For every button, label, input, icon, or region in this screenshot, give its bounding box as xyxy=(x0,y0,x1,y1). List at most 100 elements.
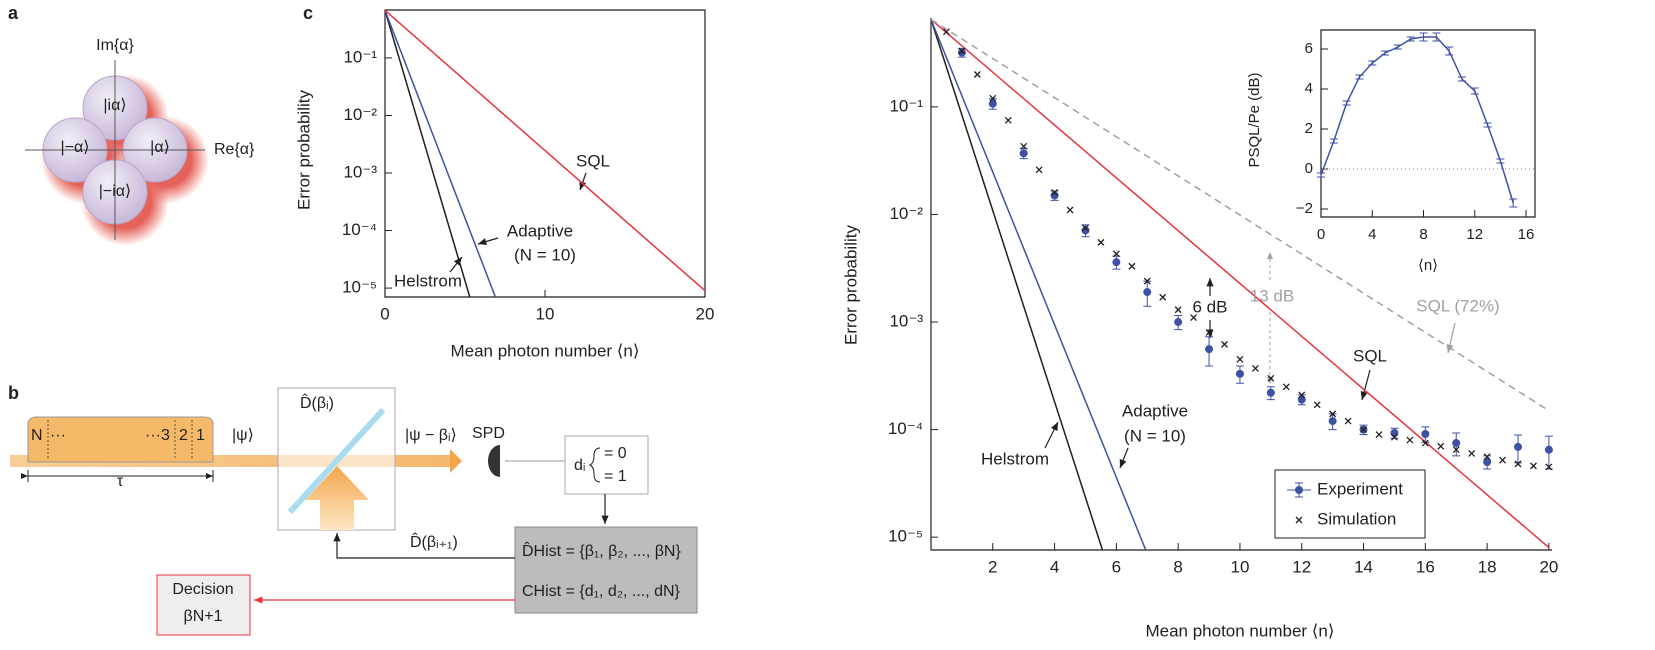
panel-label: b xyxy=(8,383,19,403)
error-bar xyxy=(1329,138,1338,144)
data-point xyxy=(1545,463,1553,471)
state-label: |iα⟩ xyxy=(103,97,126,114)
outcome-box xyxy=(564,435,649,495)
data-point xyxy=(1066,206,1074,214)
y-tick-label: 10⁻³ xyxy=(343,162,377,181)
data-point xyxy=(1174,318,1183,327)
series-label: Helstrom xyxy=(394,271,462,290)
legend-label: Simulation xyxy=(1317,509,1396,528)
outcome: = 1 xyxy=(604,468,627,485)
panel-a: a Im{α} Re{α} |iα⟩ |−α⟩ |α⟩ |−iα⟩ xyxy=(8,3,255,246)
error-bar xyxy=(1355,74,1364,80)
data-point xyxy=(1251,365,1259,372)
x-tick-label: 20 xyxy=(1539,557,1558,576)
legend-label: Experiment xyxy=(1317,479,1403,498)
data-point xyxy=(1329,410,1337,418)
duration-label: τ xyxy=(117,473,124,490)
y-tick-label: 10⁻² xyxy=(889,204,923,223)
panel-label: a xyxy=(8,3,19,23)
mode-label: 2 xyxy=(179,427,188,444)
y-tick-label: 2 xyxy=(1305,120,1313,137)
series-label: Adaptive xyxy=(1122,401,1188,420)
displacement-label: D̂(βᵢ) xyxy=(300,393,334,413)
data-point xyxy=(1051,189,1059,196)
detector xyxy=(488,445,500,477)
error-bar xyxy=(1457,76,1466,82)
line xyxy=(930,19,1147,551)
error-bar xyxy=(1509,198,1518,208)
y-tick-label: 10⁻⁵ xyxy=(342,278,377,297)
feedback-label: D̂(βᵢ₊₁) xyxy=(410,532,458,552)
state-label: |−iα⟩ xyxy=(99,183,132,200)
state-label: |ψ⟩ xyxy=(232,427,254,444)
data-point xyxy=(1190,314,1198,322)
feedback-arrow xyxy=(333,533,515,559)
data-point xyxy=(1050,191,1059,200)
data-point xyxy=(1143,277,1151,285)
beam-splitter xyxy=(287,407,386,515)
data-point xyxy=(1235,369,1244,378)
decision-label: βN+1 xyxy=(184,608,223,625)
series-label: Adaptive xyxy=(507,221,573,240)
y-tick-label: 10⁻⁴ xyxy=(342,220,377,239)
outcome: = 0 xyxy=(604,445,627,462)
x-tick-label: 2 xyxy=(988,557,997,576)
line xyxy=(384,10,497,298)
state-label: |ψ − βᵢ⟩ xyxy=(405,427,457,444)
chart: 2 4 6 8 10 12 14 16 18 2010⁻⁵10⁻⁴10⁻³10⁻²10⁻¹Mean… xyxy=(841,18,1558,640)
annotation: (N = 10) xyxy=(514,245,576,264)
data-point xyxy=(1097,238,1105,246)
x-tick-label: 14 xyxy=(1354,557,1373,576)
x-tick-label: 0 xyxy=(380,304,389,323)
data-point xyxy=(1266,388,1275,397)
decision-label: Decision xyxy=(172,581,233,598)
data-point xyxy=(1328,417,1337,426)
data-point xyxy=(1082,224,1089,232)
data-point xyxy=(988,99,997,108)
error-bar xyxy=(1381,50,1390,56)
error-bar xyxy=(1445,46,1454,56)
error-bar xyxy=(1470,87,1479,95)
y-axis-title: Error probability xyxy=(841,225,860,345)
detector-label: SPD xyxy=(472,425,505,442)
state-label: |α⟩ xyxy=(150,139,170,156)
local-oscillator xyxy=(305,466,369,530)
data-point xyxy=(989,94,997,102)
data-point xyxy=(1143,288,1152,297)
x-tick-label: 12 xyxy=(1292,557,1311,576)
history: CHist = {d₁, d₂, ..., dN} xyxy=(522,583,681,600)
panel-label: c xyxy=(303,3,313,23)
error-bar xyxy=(1368,60,1377,66)
data-point xyxy=(1112,250,1120,258)
mode-label: N xyxy=(31,427,43,444)
data-point xyxy=(1452,439,1461,448)
x-tick-label: 8 xyxy=(1173,557,1182,576)
data-point xyxy=(958,47,966,55)
line xyxy=(930,18,1550,412)
inset-background xyxy=(1321,30,1535,217)
line xyxy=(384,9,706,292)
data-point xyxy=(1514,442,1523,451)
data-point xyxy=(1313,401,1321,409)
mode-label: 1 xyxy=(196,427,205,444)
y-tick-label: 6 xyxy=(1305,40,1313,57)
data-point xyxy=(1483,453,1491,461)
data-point xyxy=(1004,116,1012,124)
axes-frame xyxy=(384,9,706,298)
axes-frame xyxy=(1320,29,1536,218)
data-point xyxy=(1128,262,1136,270)
data-point xyxy=(1483,457,1492,466)
chart-arrows xyxy=(449,172,1456,469)
data-point xyxy=(1499,456,1507,464)
error-bar xyxy=(1496,158,1505,164)
y-tick-label: 10⁻³ xyxy=(889,312,923,331)
data-point xyxy=(1282,383,1290,391)
data-point xyxy=(1020,142,1028,150)
x-tick-label: 10 xyxy=(1230,557,1249,576)
error-bar xyxy=(1483,122,1492,128)
y-axis-title: Error probability xyxy=(294,90,313,210)
y-tick-label: −2 xyxy=(1296,200,1313,217)
mode-label: ··· xyxy=(50,427,66,444)
